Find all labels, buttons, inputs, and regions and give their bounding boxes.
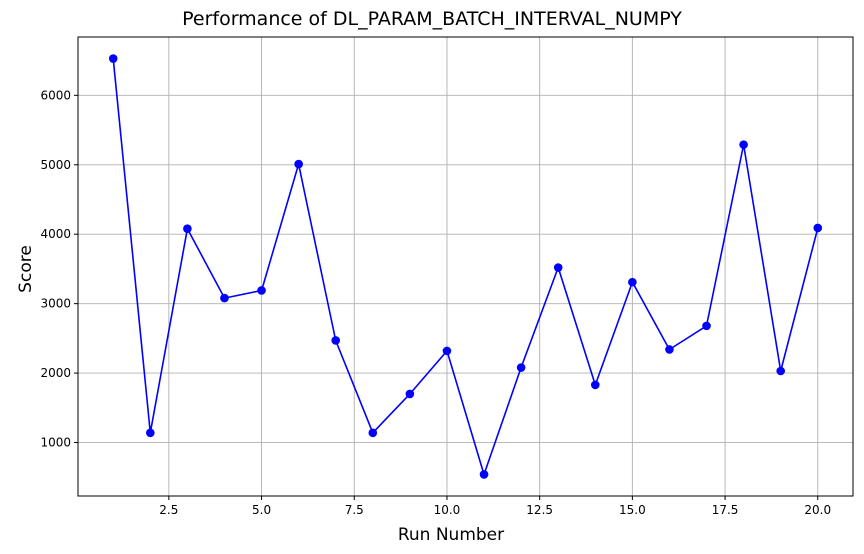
data-point [108, 54, 118, 63]
grid [78, 37, 853, 496]
y-tick-label: 4000 [40, 227, 71, 241]
x-tick-label: 15.0 [619, 503, 646, 517]
data-point [776, 366, 785, 376]
y-tick-label: 2000 [40, 366, 71, 380]
y-tick-label: 1000 [40, 436, 71, 450]
chart-title: Performance of DL_PARAM_BATCH_INTERVAL_N… [182, 8, 682, 30]
data-point [628, 277, 637, 287]
data-point [257, 286, 266, 295]
data-point [665, 345, 674, 354]
data-point [516, 363, 526, 372]
x-tick-label: 10.0 [434, 503, 461, 517]
data-point [294, 159, 303, 169]
data-point [702, 321, 711, 331]
axes: 2.5 5.0 7.5 10.0 12.5 15.0 17.5 20.0 1000 2000 300… [40, 36, 854, 517]
data-point [183, 224, 192, 233]
data-point [331, 336, 341, 345]
y-tick-label: 6000 [40, 88, 71, 102]
y-tick-label: 3000 [40, 297, 71, 311]
data-point [442, 346, 452, 356]
x-tick-label: 12.5 [526, 503, 553, 517]
data-point [553, 263, 563, 272]
y-axis-label: Score [16, 245, 36, 293]
data-point [368, 428, 378, 438]
data-point [405, 389, 415, 399]
x-tick-label: 2.5 [159, 503, 178, 517]
data-point [220, 293, 229, 303]
data-point [146, 428, 155, 438]
x-tick-label: 20.0 [804, 503, 831, 517]
data-point [590, 380, 600, 390]
x-axis-label: Run Number [398, 525, 504, 545]
x-tick-label: 17.5 [712, 503, 739, 517]
y-tick-label: 5000 [40, 158, 71, 172]
data-point [813, 223, 823, 233]
series-line [112, 58, 819, 476]
plot-frame [77, 36, 854, 497]
data-point [479, 470, 489, 479]
series-layer [108, 54, 823, 479]
x-tick-label: 5.0 [252, 503, 271, 517]
data-point [739, 140, 748, 149]
x-tick-label: 7.5 [345, 503, 364, 517]
